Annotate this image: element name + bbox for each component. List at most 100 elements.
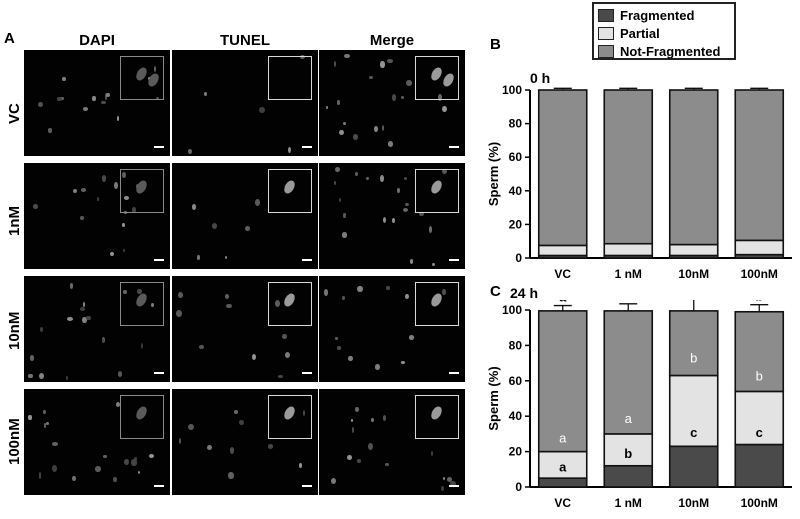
inset-nucleus (134, 291, 149, 309)
scale-bar (302, 146, 312, 148)
sperm-nucleus (344, 54, 350, 58)
sperm-nucleus (28, 373, 33, 378)
legend-label-not-fragmented: Not-Fragmented (620, 43, 721, 59)
sperm-nucleus (46, 421, 50, 426)
sperm-nucleus (347, 454, 352, 460)
inset-nucleus (134, 65, 149, 83)
x-tick-label: 100nM (741, 496, 778, 510)
sperm-nucleus (432, 262, 436, 266)
sperm-nucleus (132, 206, 136, 214)
scale-bar (302, 259, 312, 261)
sperm-nucleus (335, 167, 340, 172)
sperm-nucleus (408, 335, 415, 340)
sperm-nucleus (255, 199, 261, 206)
sperm-nucleus (274, 300, 281, 307)
inset-nucleus (429, 178, 444, 196)
sperm-nucleus (442, 476, 446, 481)
sperm-nucleus (281, 333, 287, 340)
sperm-nucleus (333, 60, 337, 68)
zoom-inset (120, 169, 164, 213)
sperm-nucleus (356, 459, 361, 463)
sperm-nucleus (352, 133, 358, 141)
sperm-nucleus (450, 480, 457, 486)
sperm-nucleus (325, 105, 328, 109)
sperm-nucleus (113, 476, 117, 482)
bar-segment-fragmented (537, 477, 588, 488)
sperm-nucleus (228, 472, 234, 479)
inset-nucleus (146, 71, 161, 89)
micrograph-tunel-100nm (172, 389, 318, 495)
x-tick-label: 10nM (678, 496, 709, 510)
inset-nucleus (441, 71, 456, 89)
significance-letter-partial: b (690, 351, 697, 366)
zoom-inset (415, 56, 459, 100)
sperm-nucleus (402, 208, 409, 213)
sperm-nucleus (102, 336, 106, 343)
sperm-nucleus (43, 422, 47, 429)
sperm-nucleus (357, 285, 364, 293)
sperm-nucleus (198, 344, 205, 349)
significance-letter-total: a (559, 300, 567, 305)
y-tick-label: 60 (509, 150, 523, 164)
sperm-nucleus (66, 375, 69, 380)
sperm-nucleus (52, 465, 57, 473)
sperm-nucleus (207, 445, 213, 451)
sperm-nucleus (387, 58, 393, 63)
sperm-nucleus (67, 317, 73, 321)
x-tick-label: VC (554, 496, 571, 510)
micrograph-dapi-vc (24, 50, 170, 156)
sperm-nucleus (137, 289, 142, 294)
sperm-nucleus (62, 76, 67, 82)
zoom-inset (415, 169, 459, 213)
sperm-nucleus (368, 443, 374, 450)
sperm-nucleus (380, 61, 385, 68)
sperm-nucleus (350, 419, 354, 423)
sperm-nucleus (79, 307, 85, 311)
significance-letter-partial: a (625, 411, 633, 426)
zoom-inset (415, 282, 459, 326)
sperm-nucleus (118, 371, 123, 377)
sperm-nucleus (38, 372, 44, 379)
sperm-nucleus (354, 171, 359, 176)
sperm-nucleus (211, 223, 218, 230)
sperm-nucleus (391, 94, 396, 102)
panel-c-letter: C (490, 283, 501, 300)
column-header-tunel: TUNEL (220, 32, 270, 49)
zoom-inset (120, 395, 164, 439)
sperm-nucleus (302, 410, 305, 417)
scale-bar (302, 372, 312, 374)
sperm-nucleus (335, 336, 338, 341)
panel-a-letter: A (4, 30, 15, 47)
sperm-nucleus (387, 141, 394, 147)
x-tick-label: 100nM (741, 267, 778, 281)
y-tick-label: 20 (509, 445, 523, 459)
sperm-nucleus (101, 175, 106, 182)
bar-segment-partial (603, 242, 654, 257)
bar-segment-not-fragmented (668, 310, 719, 377)
row-label-1nm: 1nM (6, 206, 23, 236)
zoom-inset (268, 282, 312, 326)
sperm-nucleus (134, 457, 137, 461)
significance-letter-total: b (755, 300, 763, 304)
sperm-nucleus (192, 204, 197, 210)
x-tick-label: 1 nM (615, 267, 642, 281)
sperm-nucleus (116, 116, 119, 121)
bar-segment-partial (668, 243, 719, 257)
sperm-nucleus (103, 454, 107, 459)
zoom-inset (268, 395, 312, 439)
sperm-nucleus (251, 354, 256, 361)
sperm-nucleus (115, 402, 120, 408)
sperm-nucleus (188, 423, 195, 430)
bar-segment-partial (537, 244, 588, 257)
sperm-nucleus (441, 168, 447, 175)
inset-nucleus (134, 178, 149, 196)
sperm-nucleus (287, 146, 291, 154)
significance-letter-fragmented: a (559, 459, 567, 474)
legend-swatch-partial (598, 26, 614, 40)
sperm-nucleus (113, 181, 118, 189)
sperm-nucleus (57, 97, 62, 101)
bar-segment-not-fragmented (668, 89, 719, 246)
sperm-nucleus (382, 216, 387, 223)
sperm-nucleus (442, 289, 446, 295)
inset-nucleus (282, 404, 297, 422)
